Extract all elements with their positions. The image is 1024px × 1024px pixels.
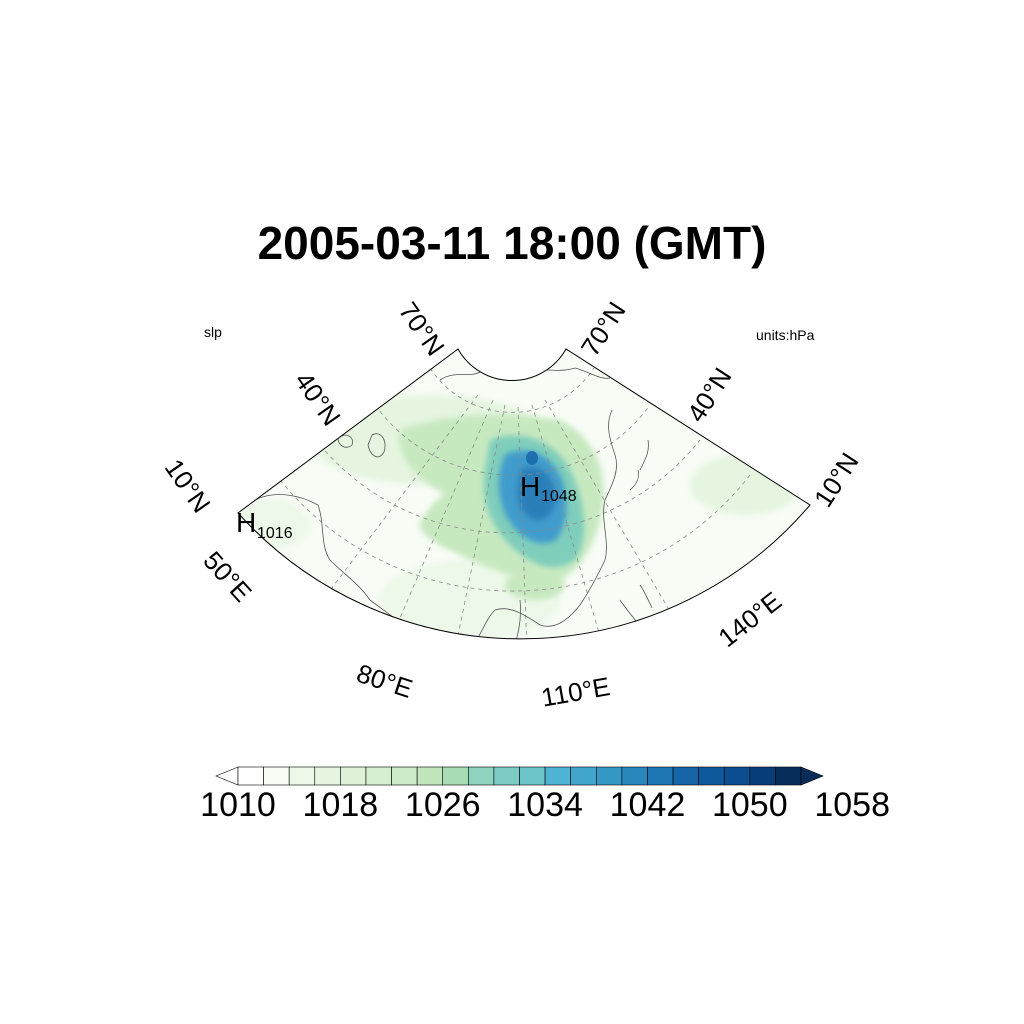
- colorbar-swatch: [391, 766, 418, 786]
- colorbar-tick-label: 1058: [814, 786, 890, 824]
- lon-label-50e: 50°E: [197, 545, 257, 607]
- colorbar-swatch: [621, 766, 648, 786]
- coastline-caspian: [367, 433, 386, 458]
- colorbar-min-arrow: [215, 766, 239, 786]
- coastline-black-sea: [337, 434, 353, 448]
- colorbar-swatch: [365, 766, 392, 786]
- colorbar-swatch: [263, 766, 290, 786]
- parallel-70N: [429, 367, 595, 413]
- colorbar-swatch: [288, 766, 316, 786]
- colorbar-tick-label: 1042: [610, 786, 686, 824]
- coastline-japan: [629, 439, 649, 491]
- colorbar-tick-label: 1050: [712, 786, 788, 824]
- lat-label-left-10n: 10°N: [159, 453, 217, 518]
- colorbar-tick-label: 1010: [200, 786, 276, 824]
- parallel-25N: [279, 474, 751, 592]
- colorbar-swatch: [723, 766, 751, 786]
- variable-label: slp: [204, 324, 222, 340]
- lon-label-110e: 110°E: [539, 671, 612, 713]
- high-letter: H: [236, 507, 256, 538]
- colorbar-swatch: [314, 766, 341, 786]
- pressure-field: [238, 367, 800, 639]
- lat-label-left-40n: 40°N: [289, 366, 347, 431]
- colorbar: [215, 766, 824, 786]
- high-marker-1016: H 1016: [236, 507, 293, 542]
- colorbar-swatch: [519, 766, 546, 786]
- lat-label-left-70n: 70°N: [393, 296, 451, 361]
- colorbar-swatch: [570, 766, 597, 786]
- meridian-65E: [299, 394, 479, 631]
- colorbar-swatch: [595, 766, 623, 786]
- coastline-arabia: [254, 494, 371, 601]
- lat-label-right-10n: 10°N: [808, 447, 865, 512]
- colorbar-tick-label: 1034: [507, 786, 583, 824]
- colorbar-swatch: [416, 766, 444, 786]
- parallel-55N: [374, 404, 651, 476]
- contour-zone-medium-south: [505, 570, 565, 600]
- lat-label-right-40n: 40°N: [681, 362, 738, 427]
- lon-label-140e: 140°E: [712, 586, 787, 653]
- map-border: [237, 348, 811, 640]
- colorbar-swatch: [749, 766, 776, 786]
- meridian-125E: [531, 404, 611, 639]
- colorbar-swatch: [468, 766, 495, 786]
- meridian-110E: [517, 406, 529, 639]
- parallel-40N: [319, 439, 701, 534]
- colorbar-labels: 1010 1018 1026 1034 1042 1050 1058: [200, 786, 890, 824]
- page-title: 2005-03-11 18:00 (GMT): [258, 217, 767, 269]
- colorbar-swatch: [698, 766, 725, 786]
- colorbar-tick-label: 1026: [405, 786, 481, 824]
- high-value: 1016: [257, 525, 293, 542]
- units-label: units:hPa: [756, 327, 815, 343]
- colorbar-swatch: [775, 766, 802, 786]
- colorbar-swatch: [237, 766, 264, 786]
- colorbar-swatch: [647, 766, 674, 786]
- coastline-southeast-asia: [494, 559, 606, 627]
- colorbar-tick-label: 1018: [303, 786, 379, 824]
- meridian-95E: [449, 404, 506, 639]
- colorbar-swatch: [672, 766, 699, 786]
- contour-zone-dark-blue: [517, 466, 556, 521]
- lon-label-80e: 80°E: [353, 658, 416, 704]
- colorbar-swatch: [493, 766, 520, 786]
- high-value: 1048: [541, 488, 577, 505]
- map-panel: H 1048 H 1016: [236, 348, 811, 640]
- colorbar-swatch: [340, 766, 367, 786]
- colorbar-swatch: [442, 766, 469, 786]
- colorbar-swatch: [544, 766, 571, 786]
- colorbar-max-arrow: [800, 766, 824, 786]
- coastline-china-east: [603, 409, 617, 561]
- lat-label-right-70n: 70°N: [575, 296, 632, 361]
- high-marker-1048: H 1048: [520, 471, 577, 505]
- contour-zone-core: [526, 451, 538, 465]
- coastline-river: [509, 599, 521, 639]
- high-letter: H: [520, 471, 540, 502]
